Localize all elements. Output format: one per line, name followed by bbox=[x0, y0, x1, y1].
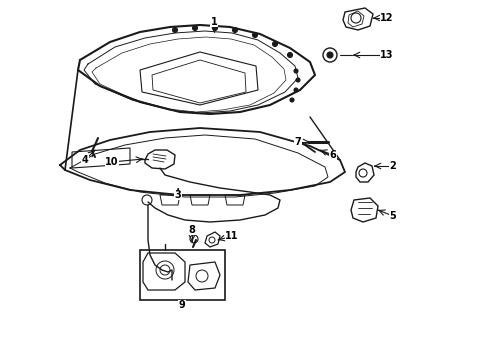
Circle shape bbox=[172, 27, 177, 32]
Circle shape bbox=[193, 26, 197, 31]
Text: 9: 9 bbox=[179, 300, 185, 310]
Circle shape bbox=[213, 26, 218, 31]
Text: 13: 13 bbox=[380, 50, 394, 60]
Text: 5: 5 bbox=[390, 211, 396, 221]
Text: 12: 12 bbox=[380, 13, 394, 23]
Circle shape bbox=[296, 78, 300, 82]
Circle shape bbox=[272, 41, 277, 46]
Circle shape bbox=[294, 69, 298, 73]
Text: 7: 7 bbox=[294, 137, 301, 147]
Text: 6: 6 bbox=[330, 150, 336, 160]
Text: 4: 4 bbox=[82, 155, 88, 165]
Text: 2: 2 bbox=[390, 161, 396, 171]
Text: 1: 1 bbox=[211, 17, 218, 27]
Text: 10: 10 bbox=[105, 157, 119, 167]
Text: 8: 8 bbox=[189, 225, 196, 235]
Circle shape bbox=[232, 27, 238, 32]
Text: 3: 3 bbox=[174, 190, 181, 200]
Circle shape bbox=[290, 98, 294, 102]
Circle shape bbox=[252, 32, 258, 37]
Circle shape bbox=[288, 53, 293, 58]
Circle shape bbox=[294, 88, 298, 92]
Text: 11: 11 bbox=[225, 231, 239, 241]
Circle shape bbox=[327, 52, 333, 58]
